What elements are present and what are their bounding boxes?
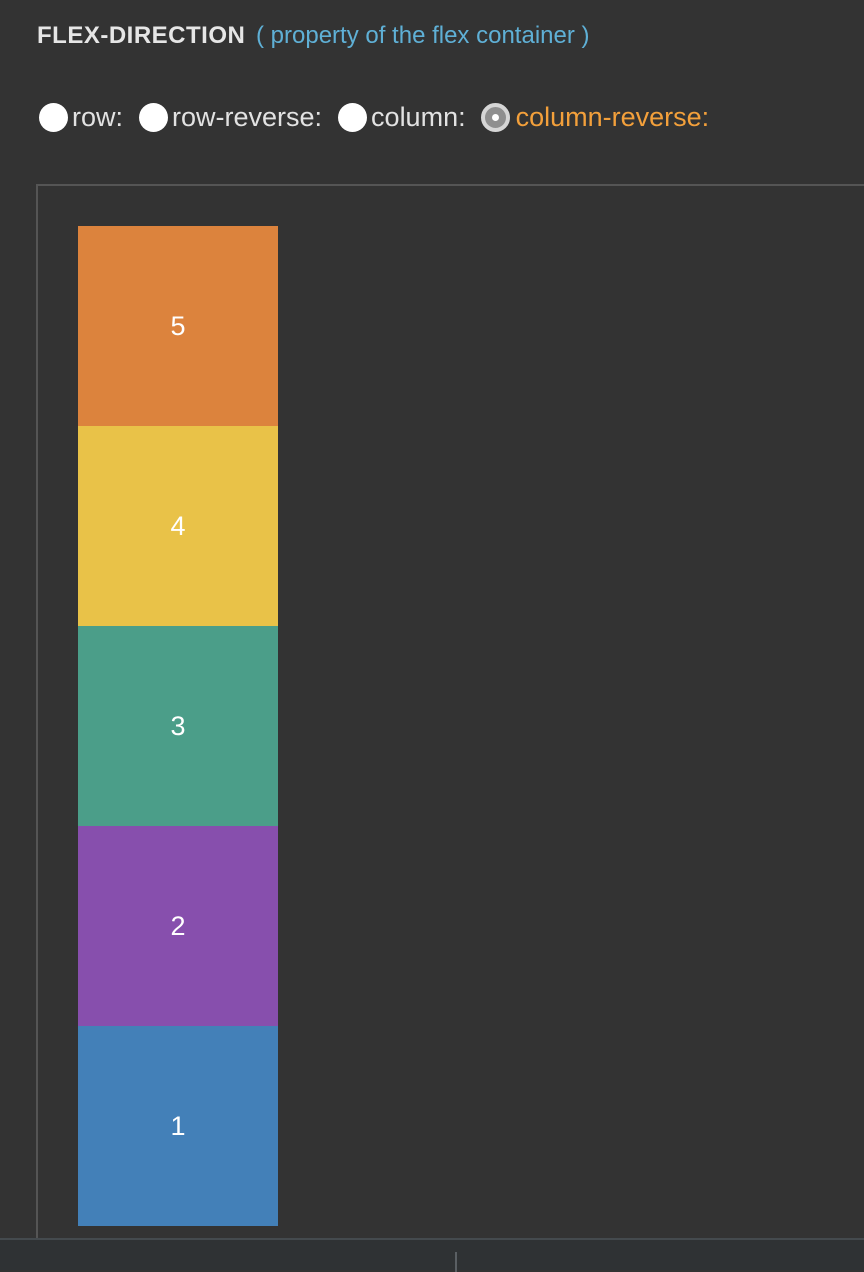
flex-container-demo: 1 2 3 4 5	[36, 184, 864, 1244]
property-header: FLEX-DIRECTION ( property of the flex co…	[37, 20, 590, 52]
flex-item-1: 1	[78, 1026, 278, 1226]
flex-item-label: 5	[170, 310, 186, 341]
flex-item-label: 3	[170, 710, 186, 741]
flex-item-3: 3	[78, 626, 278, 826]
bottom-toolbar	[0, 1238, 864, 1272]
option-label-row-reverse: row-reverse:	[172, 101, 323, 132]
flex-direction-options: row: row-reverse: column: column-reverse…	[39, 100, 709, 134]
radio-column-reverse[interactable]	[480, 102, 510, 132]
radio-row[interactable]	[39, 102, 68, 132]
flex-item-4: 4	[78, 426, 278, 626]
flex-item-label: 1	[170, 1110, 186, 1141]
property-name: FLEX-DIRECTION	[37, 22, 246, 49]
option-column[interactable]: column:	[338, 102, 466, 133]
option-row[interactable]: row:	[39, 102, 123, 133]
radio-row-reverse[interactable]	[139, 102, 169, 132]
option-column-reverse[interactable]: column-reverse:	[480, 101, 710, 133]
flex-item-2: 2	[78, 826, 278, 1026]
flex-item-label: 4	[170, 510, 186, 541]
property-note: ( property of the flex container )	[256, 22, 590, 49]
toolbar-divider	[455, 1252, 457, 1272]
option-row-reverse[interactable]: row-reverse:	[139, 102, 322, 133]
option-label-row: row:	[72, 101, 124, 132]
option-label-column-reverse: column-reverse:	[515, 101, 710, 132]
flex-item-5: 5	[78, 226, 278, 426]
radio-column[interactable]	[338, 102, 368, 132]
flex-item-label: 2	[170, 910, 186, 941]
option-label-column: column:	[371, 101, 466, 132]
flex-items-stack: 1 2 3 4 5	[78, 226, 278, 1226]
